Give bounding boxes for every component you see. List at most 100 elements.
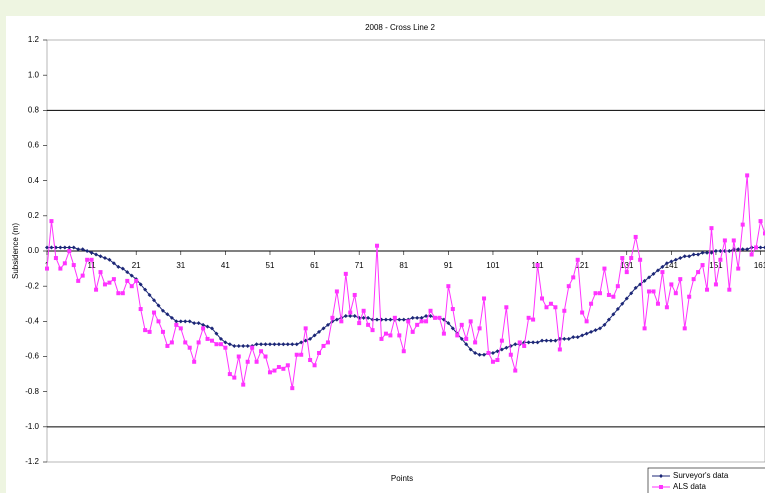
point bbox=[401, 317, 406, 322]
point bbox=[156, 319, 161, 324]
point bbox=[218, 342, 223, 347]
point bbox=[223, 340, 228, 345]
point bbox=[147, 329, 152, 334]
point bbox=[535, 263, 540, 268]
point bbox=[713, 282, 718, 287]
point bbox=[705, 287, 710, 292]
point bbox=[330, 315, 335, 320]
point bbox=[432, 315, 437, 320]
point bbox=[227, 372, 232, 377]
point bbox=[241, 382, 246, 387]
point bbox=[575, 257, 580, 262]
point bbox=[366, 315, 371, 320]
point bbox=[736, 266, 741, 271]
point bbox=[620, 301, 625, 306]
point bbox=[107, 257, 112, 262]
point bbox=[201, 322, 206, 327]
point bbox=[745, 173, 750, 178]
point bbox=[160, 329, 165, 334]
point bbox=[758, 245, 763, 250]
point bbox=[441, 331, 446, 336]
point bbox=[535, 340, 540, 345]
point bbox=[682, 326, 687, 331]
point bbox=[557, 347, 562, 352]
point bbox=[531, 340, 536, 345]
x-tick-label: 121 bbox=[575, 261, 589, 270]
point bbox=[638, 282, 643, 287]
point bbox=[446, 321, 451, 326]
point bbox=[339, 319, 344, 324]
point bbox=[428, 308, 433, 313]
point bbox=[58, 266, 63, 271]
point bbox=[138, 307, 143, 312]
point bbox=[647, 275, 652, 280]
point bbox=[210, 326, 215, 331]
point bbox=[299, 352, 304, 357]
point bbox=[250, 345, 255, 350]
point bbox=[67, 249, 72, 253]
point bbox=[165, 312, 170, 317]
point bbox=[312, 363, 317, 368]
point bbox=[227, 342, 232, 347]
point bbox=[499, 338, 504, 343]
point bbox=[370, 328, 375, 333]
legend-label: ALS data bbox=[673, 482, 706, 491]
point bbox=[325, 340, 330, 345]
point bbox=[687, 254, 692, 259]
point bbox=[152, 310, 157, 315]
point bbox=[406, 319, 411, 324]
point bbox=[424, 314, 429, 319]
x-tick-label: 141 bbox=[665, 261, 679, 270]
point bbox=[700, 263, 705, 268]
point bbox=[580, 310, 585, 315]
point bbox=[107, 280, 112, 285]
point bbox=[602, 266, 607, 271]
point bbox=[522, 343, 527, 348]
point bbox=[192, 359, 197, 364]
point bbox=[464, 342, 469, 347]
point bbox=[736, 247, 741, 252]
point bbox=[205, 336, 210, 341]
point bbox=[388, 333, 393, 338]
point bbox=[187, 345, 192, 350]
point bbox=[740, 222, 745, 227]
point bbox=[651, 289, 656, 294]
point bbox=[375, 243, 380, 248]
point bbox=[143, 328, 148, 333]
point bbox=[731, 238, 736, 243]
series-line bbox=[46, 175, 765, 389]
point bbox=[169, 340, 174, 345]
point bbox=[76, 247, 81, 252]
point bbox=[629, 256, 634, 261]
point bbox=[504, 345, 509, 350]
point bbox=[71, 263, 76, 268]
point bbox=[740, 247, 745, 252]
point bbox=[343, 271, 348, 276]
point bbox=[553, 338, 558, 343]
point bbox=[183, 319, 188, 324]
point bbox=[669, 282, 674, 287]
point bbox=[281, 366, 286, 371]
point bbox=[125, 278, 130, 283]
point bbox=[664, 305, 669, 310]
point bbox=[343, 314, 348, 319]
point bbox=[562, 336, 567, 341]
point bbox=[178, 326, 183, 331]
point bbox=[633, 234, 638, 239]
point bbox=[254, 342, 259, 347]
point bbox=[183, 340, 188, 345]
y-tick-label: 0.2 bbox=[28, 211, 40, 220]
point bbox=[321, 326, 326, 331]
point bbox=[571, 335, 576, 340]
point bbox=[196, 321, 201, 326]
point bbox=[504, 305, 509, 310]
point bbox=[308, 336, 313, 341]
point bbox=[597, 291, 602, 296]
point bbox=[508, 352, 513, 357]
x-tick-label: 61 bbox=[310, 261, 319, 270]
point bbox=[544, 338, 549, 343]
point bbox=[696, 270, 701, 275]
point bbox=[267, 342, 272, 347]
point bbox=[111, 277, 116, 282]
point bbox=[272, 368, 277, 373]
